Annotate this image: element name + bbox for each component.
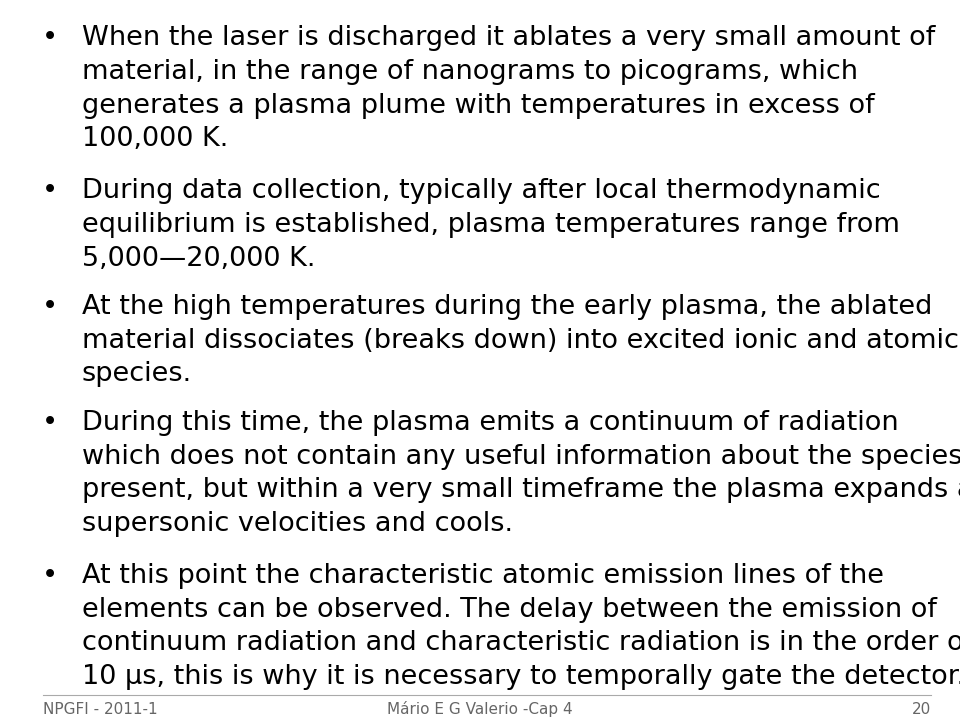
Text: At the high temperatures during the early plasma, the ablated
material dissociat: At the high temperatures during the earl… [82,294,958,387]
Text: •: • [42,410,58,436]
Text: During data collection, typically after local thermodynamic
equilibrium is estab: During data collection, typically after … [82,178,900,272]
Text: Mário E G Valerio -Cap 4: Mário E G Valerio -Cap 4 [387,701,573,717]
Text: •: • [42,563,58,589]
Text: When the laser is discharged it ablates a very small amount of
material, in the : When the laser is discharged it ablates … [82,25,935,152]
Text: •: • [42,178,58,204]
Text: •: • [42,25,58,51]
Text: During this time, the plasma emits a continuum of radiation
which does not conta: During this time, the plasma emits a con… [82,410,960,536]
Text: •: • [42,294,58,320]
Text: 20: 20 [912,702,931,716]
Text: NPGFI - 2011-1: NPGFI - 2011-1 [43,702,157,716]
Text: At this point the characteristic atomic emission lines of the
elements can be ob: At this point the characteristic atomic … [82,563,960,690]
